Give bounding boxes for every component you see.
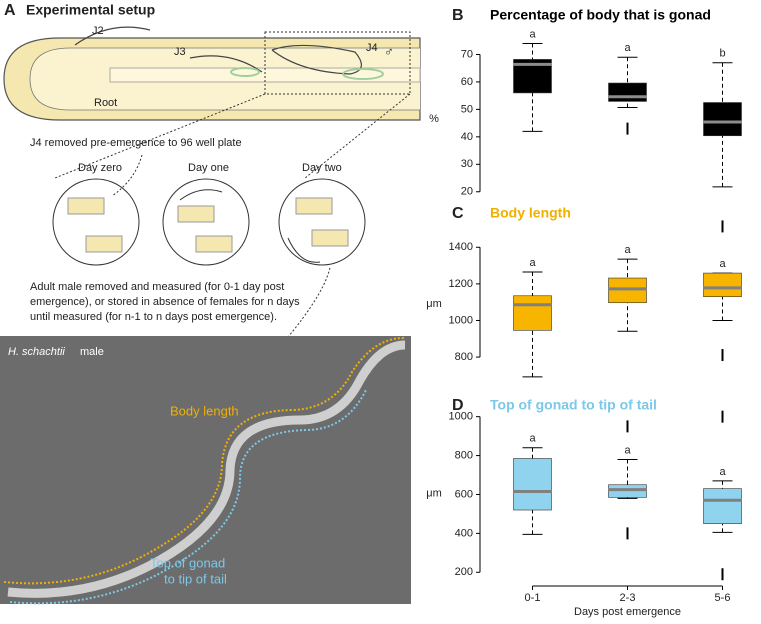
caption: J4 removed pre-emergence to 96 well plat…: [30, 137, 242, 149]
significance-letter: a: [719, 466, 726, 478]
significance-letter: b: [719, 48, 725, 60]
box: [608, 277, 647, 304]
chart-title: Percentage of body that is gonad: [490, 7, 711, 23]
y-tick-label: 800: [455, 351, 473, 363]
day-label: Day two: [302, 162, 342, 174]
x-tick-label: 0-1: [525, 592, 541, 604]
significance-letter: a: [624, 444, 631, 456]
y-tick-label: 1200: [449, 278, 473, 290]
y-tick-label: 1000: [449, 411, 473, 423]
significance-letter: a: [624, 244, 631, 256]
y-tick-label: 20: [461, 186, 473, 198]
day-label: Day one: [188, 162, 229, 174]
panel-title: Experimental setup: [26, 2, 155, 18]
y-tick-label: 50: [461, 103, 473, 115]
box: [703, 488, 742, 524]
male-symbol: ♂: [384, 43, 394, 58]
y-tick-label: 800: [455, 449, 473, 461]
root-label: Root: [94, 97, 117, 109]
y-tick-label: 400: [455, 527, 473, 539]
note-line: until measured (for n-1 to n days post e…: [30, 311, 277, 323]
significance-letter: a: [529, 28, 536, 40]
y-tick-label: 200: [455, 566, 473, 578]
panel-label: D: [452, 397, 464, 414]
y-tick-label: 60: [461, 76, 473, 88]
y-tick-label: 40: [461, 131, 473, 143]
y-tick-label: 1000: [449, 314, 473, 326]
y-axis-label: μm: [426, 298, 442, 310]
species-label: H. schachtii: [8, 346, 65, 358]
panel-label: A: [4, 2, 16, 19]
body-length-label: Body length: [170, 403, 239, 418]
panel-label: B: [452, 7, 464, 24]
significance-letter: a: [719, 258, 726, 270]
y-tick-label: 70: [461, 48, 473, 60]
chart-title: Top of gonad to tip of tail: [490, 397, 657, 413]
box: [513, 295, 552, 331]
significance-letter: a: [529, 257, 536, 269]
root-diagram: [3, 26, 421, 179]
y-tick-label: 600: [455, 488, 473, 500]
day-label: Day zero: [78, 162, 122, 174]
box: [703, 272, 742, 297]
x-tick-label: 2-3: [620, 592, 636, 604]
micrograph: [0, 336, 411, 605]
stage-label: J2: [92, 25, 104, 37]
note-line: emergence), or stored in absence of fema…: [30, 296, 300, 308]
gonad-label: Top of gonad: [150, 555, 225, 570]
y-axis-label: %: [429, 113, 439, 125]
y-tick-label: 30: [461, 158, 473, 170]
day-wells: [52, 154, 366, 359]
y-axis-label: μm: [426, 487, 442, 499]
stage-label: J3: [174, 46, 186, 58]
significance-letter: a: [529, 433, 536, 445]
x-tick-label: 5-6: [715, 592, 731, 604]
stage-label: J4: [366, 42, 378, 54]
box: [608, 82, 647, 102]
sex-label: male: [80, 346, 104, 358]
chart-title: Body length: [490, 205, 571, 221]
x-axis-label: Days post emergence: [574, 606, 681, 618]
y-tick-label: 1400: [449, 241, 473, 253]
panel-label: C: [452, 205, 464, 222]
box: [703, 102, 742, 137]
box: [513, 458, 552, 511]
note-line: Adult male removed and measured (for 0-1…: [30, 281, 284, 293]
significance-letter: a: [624, 42, 631, 54]
gonad-label: to tip of tail: [164, 571, 227, 586]
